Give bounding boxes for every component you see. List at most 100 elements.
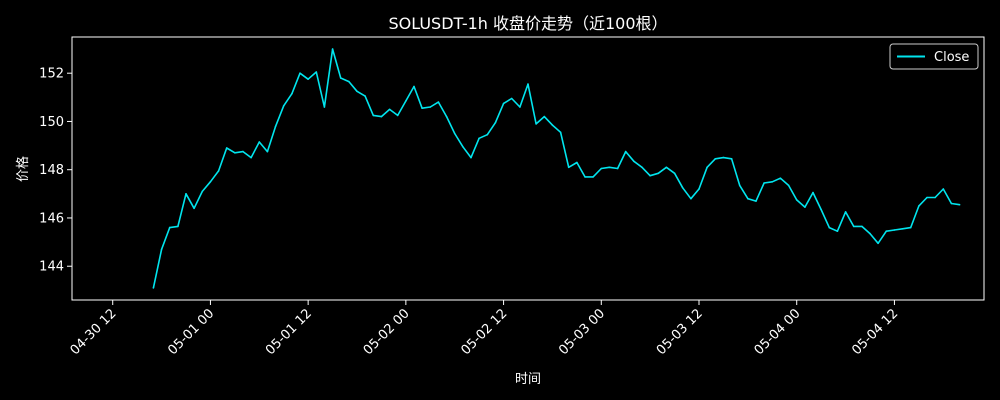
data-point (291, 92, 293, 95)
data-point (185, 193, 187, 195)
y-tick-label: 150 (39, 115, 64, 130)
data-point (445, 115, 448, 118)
data-point (901, 228, 904, 230)
data-point (950, 202, 953, 205)
data-point (665, 166, 668, 169)
data-point (234, 152, 236, 154)
data-point (926, 196, 928, 199)
data-point (242, 150, 244, 153)
data-point (690, 197, 692, 200)
data-point (706, 166, 708, 169)
y-axis-label: 价格 (15, 156, 31, 182)
data-point (584, 176, 586, 178)
data-point (576, 161, 578, 164)
data-point (934, 196, 936, 199)
data-point (649, 174, 651, 177)
data-point (331, 48, 334, 50)
data-point (885, 230, 888, 232)
data-point (673, 172, 676, 175)
data-point (527, 83, 529, 85)
data-point (567, 166, 570, 169)
data-point (225, 147, 228, 149)
data-point (193, 207, 195, 210)
data-point (812, 191, 814, 194)
data-point (755, 200, 757, 202)
data-point (877, 242, 879, 245)
data-point (356, 90, 358, 93)
data-point (942, 188, 945, 190)
y-tick-label: 148 (39, 163, 64, 178)
data-point (413, 85, 415, 88)
data-point (160, 248, 163, 251)
data-point (763, 182, 765, 184)
y-axis: 144 146 148 150 152 (39, 67, 72, 275)
data-point (364, 95, 366, 97)
y-tick-label: 152 (39, 67, 64, 82)
y-tick-label: 144 (39, 260, 64, 275)
data-point (152, 287, 155, 289)
legend: Close (889, 43, 979, 70)
data-point (217, 170, 220, 172)
data-point (510, 97, 513, 100)
data-point (502, 102, 505, 105)
data-point (168, 226, 171, 229)
data-point (380, 115, 383, 118)
legend-box (889, 43, 979, 70)
data-point (608, 166, 611, 169)
legend-label-close: Close (934, 50, 969, 65)
data-point (177, 225, 179, 228)
data-point (453, 132, 456, 135)
data-point (852, 225, 855, 228)
data-point (779, 177, 782, 179)
data-point (494, 121, 497, 124)
data-point (421, 107, 423, 109)
data-point (372, 114, 375, 117)
data-point (486, 133, 489, 136)
data-point (307, 78, 309, 80)
data-point (299, 72, 301, 74)
data-point (462, 146, 464, 148)
data-point (738, 184, 741, 187)
data-point (470, 156, 472, 159)
data-point (730, 158, 733, 160)
data-point (804, 206, 806, 208)
data-point (266, 150, 269, 153)
data-point (339, 77, 342, 79)
data-point (771, 181, 774, 183)
data-point (828, 226, 831, 229)
data-point (250, 156, 252, 159)
data-point (543, 115, 546, 118)
data-point (820, 208, 822, 211)
data-point (624, 150, 627, 153)
data-point (641, 166, 643, 169)
data-point (258, 141, 261, 143)
data-point (478, 137, 480, 140)
data-point (861, 225, 863, 228)
data-point (323, 106, 326, 108)
data-point (909, 226, 912, 229)
series-points (152, 48, 961, 289)
data-point (282, 105, 285, 107)
y-tick-label: 146 (39, 211, 64, 226)
data-point (592, 176, 594, 178)
data-point (869, 232, 871, 235)
data-point (698, 188, 700, 190)
data-point (209, 181, 212, 183)
data-point (559, 131, 562, 134)
data-point (405, 100, 407, 102)
data-point (348, 80, 350, 83)
data-point (519, 106, 521, 108)
data-point (681, 187, 684, 189)
data-point (747, 197, 749, 200)
data-point (918, 205, 920, 207)
data-point (315, 71, 318, 73)
data-point (795, 199, 798, 201)
data-point (600, 167, 603, 170)
data-point (836, 230, 839, 232)
data-point (535, 123, 537, 125)
data-point (437, 101, 440, 103)
data-point (551, 124, 554, 126)
data-point (274, 125, 277, 128)
data-point (616, 167, 619, 170)
